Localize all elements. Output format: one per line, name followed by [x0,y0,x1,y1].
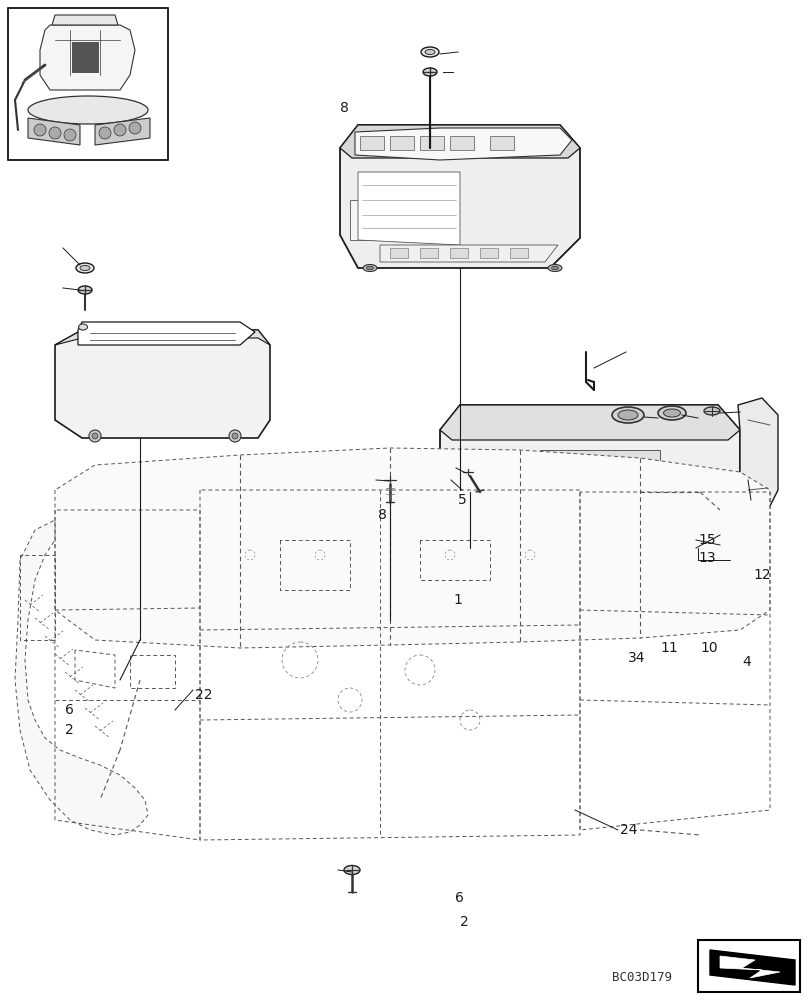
Text: 22: 22 [195,688,212,702]
Ellipse shape [551,266,558,270]
Polygon shape [358,172,460,245]
Ellipse shape [363,264,376,271]
Text: 10: 10 [699,641,717,655]
Ellipse shape [611,407,643,423]
Text: 5: 5 [457,493,466,507]
Polygon shape [15,520,148,835]
Bar [389,136,414,150]
Text: 24: 24 [620,823,637,837]
Polygon shape [380,245,557,262]
Ellipse shape [78,286,92,294]
Polygon shape [55,448,769,648]
Ellipse shape [617,410,637,420]
Polygon shape [40,25,135,90]
Text: 2: 2 [65,723,74,737]
Ellipse shape [80,265,90,270]
Text: 8: 8 [378,508,386,522]
Ellipse shape [703,407,719,415]
Bar [419,248,437,258]
Text: 4: 4 [741,655,750,669]
Bar [419,136,444,150]
Circle shape [99,127,111,139]
Bar [479,248,497,258]
Text: 1: 1 [453,593,461,607]
Circle shape [92,433,98,439]
Polygon shape [709,950,794,985]
Polygon shape [737,398,777,520]
Text: 2: 2 [460,915,468,929]
Polygon shape [55,330,270,438]
Ellipse shape [420,47,439,57]
Text: 13: 13 [697,551,714,565]
Circle shape [129,122,141,134]
Circle shape [34,124,46,136]
Ellipse shape [461,468,474,476]
Bar [449,248,467,258]
Ellipse shape [547,264,561,271]
Circle shape [229,430,241,442]
Text: 12: 12 [752,568,770,582]
Text: 6: 6 [454,891,463,905]
Ellipse shape [28,96,148,124]
Bar [449,136,474,150]
Ellipse shape [76,263,94,273]
Polygon shape [55,330,270,345]
Polygon shape [354,128,571,160]
Text: BC03D179: BC03D179 [611,971,672,984]
Bar [359,136,384,150]
Ellipse shape [79,324,88,330]
Text: 6: 6 [65,703,74,717]
Polygon shape [340,125,579,158]
Text: 34: 34 [627,651,645,665]
Ellipse shape [366,266,373,270]
Text: 8: 8 [340,101,349,115]
Bar [697,940,799,992]
Bar [389,248,407,258]
Circle shape [453,478,466,490]
Ellipse shape [381,476,397,485]
Bar [489,136,513,150]
Circle shape [89,430,101,442]
Polygon shape [78,322,255,345]
Circle shape [64,129,76,141]
Circle shape [49,127,61,139]
Text: 15: 15 [697,533,714,547]
Polygon shape [410,490,440,548]
Ellipse shape [423,68,436,76]
Ellipse shape [657,406,685,420]
Circle shape [673,478,685,490]
Ellipse shape [344,865,359,874]
Polygon shape [28,118,80,145]
Bar [350,200,449,240]
Ellipse shape [663,409,680,417]
Ellipse shape [424,50,435,55]
Text: 11: 11 [659,641,677,655]
Polygon shape [440,405,739,440]
Polygon shape [52,15,118,25]
Polygon shape [340,125,579,268]
Polygon shape [72,42,98,72]
Polygon shape [440,405,739,548]
Circle shape [114,124,126,136]
Polygon shape [95,118,150,145]
Polygon shape [719,956,779,978]
Circle shape [232,433,238,439]
Bar [539,450,659,478]
Bar [8,8,168,160]
Bar [509,248,527,258]
